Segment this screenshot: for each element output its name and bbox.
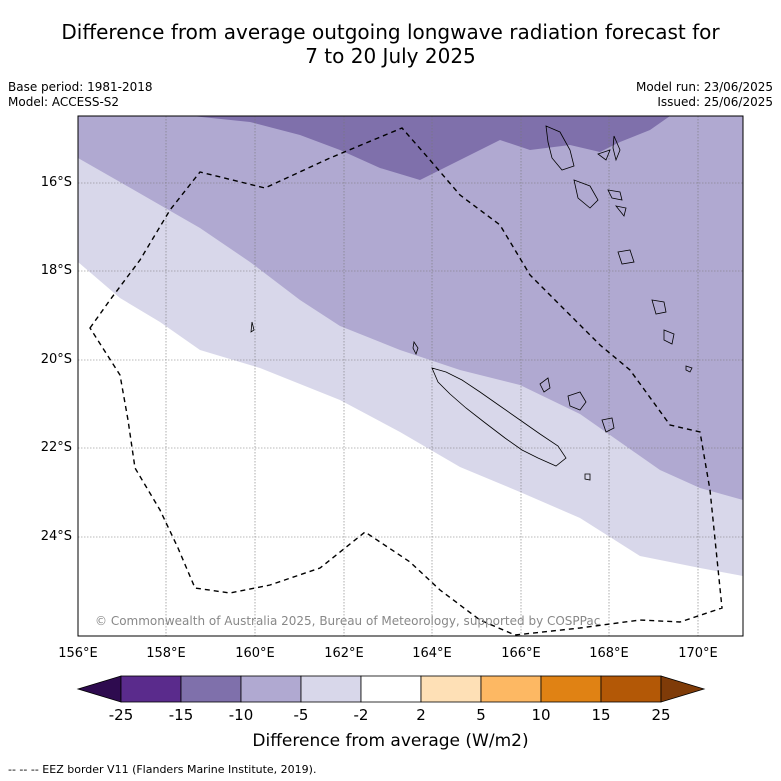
eez-footnote: -- -- -- EEZ border V11 (Flanders Marine… bbox=[8, 763, 317, 776]
coastlines bbox=[250, 125, 693, 481]
colorbar-label: -5 bbox=[293, 706, 309, 724]
colorbar bbox=[76, 675, 706, 703]
title-line-1: Difference from average outgoing longwav… bbox=[61, 20, 720, 44]
band-minus-10 bbox=[192, 116, 670, 180]
colorbar-bin-2 bbox=[180, 675, 242, 703]
colorbar-bin-1 bbox=[120, 675, 182, 703]
lon-label-158e: 158°E bbox=[146, 646, 186, 661]
colorbar-label: 10 bbox=[531, 706, 551, 724]
lat-label-24s: 24°S bbox=[40, 529, 72, 544]
colorbar-label: -15 bbox=[168, 706, 194, 724]
colorbar-label: -25 bbox=[108, 706, 134, 724]
erromango-island bbox=[617, 249, 635, 265]
copyright-notice: © Commonwealth of Australia 2025, Bureau… bbox=[95, 614, 601, 628]
colorbar-label: -10 bbox=[228, 706, 254, 724]
lon-label-156e: 156°E bbox=[58, 646, 98, 661]
band-minus-5 bbox=[78, 116, 743, 500]
espiritu-santo-island bbox=[545, 125, 575, 171]
lon-label-162e: 162°E bbox=[324, 646, 364, 661]
belep-islands bbox=[412, 340, 419, 356]
colorbar-label: 25 bbox=[651, 706, 671, 724]
colorbar-bin-8 bbox=[540, 675, 602, 703]
epi-island bbox=[615, 205, 627, 217]
colorbar-label: 15 bbox=[591, 706, 611, 724]
gridlines bbox=[78, 116, 743, 636]
colorbar-bin-5 bbox=[360, 675, 422, 703]
chesterfield-islands bbox=[250, 321, 255, 333]
colorbar-extend-high bbox=[660, 675, 706, 703]
ambae-island bbox=[597, 149, 611, 161]
lon-label-166e: 166°E bbox=[501, 646, 541, 661]
colorbar-bin-9 bbox=[600, 675, 662, 703]
lat-label-20s: 20°S bbox=[40, 352, 72, 367]
map-title: Difference from average outgoing longwav… bbox=[0, 20, 781, 68]
model-run: Model run: 23/06/2025 bbox=[635, 80, 773, 94]
colorbar-title: Difference from average (W/m2) bbox=[252, 731, 529, 751]
lat-label-22s: 22°S bbox=[40, 440, 72, 455]
lon-label-168e: 168°E bbox=[589, 646, 629, 661]
new-caledonia-island bbox=[431, 367, 567, 467]
aneityum-island bbox=[663, 329, 675, 345]
loyalty-island-3 bbox=[601, 417, 615, 433]
colorbar-extend-low bbox=[76, 675, 122, 703]
anomaly-field bbox=[78, 116, 743, 636]
issued-date: Issued: 25/06/2025 bbox=[657, 95, 773, 109]
model-name: Model: ACCESS-S2 bbox=[8, 95, 120, 109]
lon-label-170e: 170°E bbox=[678, 646, 718, 661]
matthew-island bbox=[584, 473, 591, 481]
walpole-island bbox=[685, 365, 693, 373]
colorbar-label: 5 bbox=[476, 706, 486, 724]
lat-label-18s: 18°S bbox=[40, 263, 72, 278]
eez-border bbox=[89, 127, 723, 636]
lon-label-164e: 164°E bbox=[412, 646, 452, 661]
colorbar-bin-4 bbox=[300, 675, 362, 703]
efate-island bbox=[607, 189, 623, 201]
lon-label-160e: 160°E bbox=[235, 646, 275, 661]
colorbar-bin-3 bbox=[240, 675, 302, 703]
run-info: Model run: 23/06/2025 Issued: 25/06/2025 bbox=[636, 80, 773, 110]
loyalty-island-2 bbox=[567, 391, 587, 411]
colorbar-label: -2 bbox=[353, 706, 369, 724]
loyalty-island-1 bbox=[539, 377, 551, 393]
colorbar-bin-7 bbox=[480, 675, 542, 703]
title-line-2: 7 to 20 July 2025 bbox=[305, 44, 476, 68]
tanna-island bbox=[651, 299, 667, 315]
lat-label-16s: 16°S bbox=[40, 175, 72, 190]
malekula-island bbox=[573, 179, 599, 209]
colorbar-bin-6 bbox=[420, 675, 482, 703]
model-info: Base period: 1981-2018 Model: ACCESS-S2 bbox=[8, 80, 153, 110]
map-frame bbox=[77, 115, 744, 637]
colorbar-label: 2 bbox=[416, 706, 426, 724]
pentecost-island bbox=[612, 135, 621, 162]
base-period: Base period: 1981-2018 bbox=[8, 80, 153, 94]
